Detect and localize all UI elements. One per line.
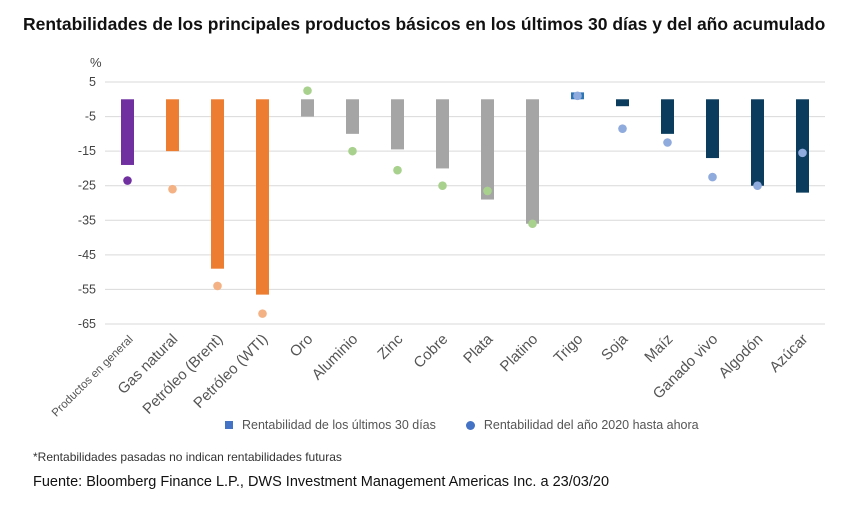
dot-ytd — [393, 165, 402, 175]
dot-ytd — [528, 219, 537, 229]
bar-30-days — [121, 99, 134, 165]
y-tick-label: -15 — [78, 144, 96, 158]
legend-item-30-days: Rentabilidad de los últimos 30 días — [225, 418, 436, 432]
legend-item-ytd: Rentabilidad del año 2020 hasta ahora — [465, 418, 699, 432]
bar-30-days — [796, 99, 809, 193]
x-category-label: Zinc — [374, 330, 406, 362]
bar-30-days — [346, 99, 359, 134]
chart-legend: Rentabilidad de los últimos 30 días Rent… — [225, 418, 729, 432]
bar-30-days — [391, 99, 404, 150]
x-category-label: Aluminio — [309, 331, 362, 384]
chart-title: Rentabilidades de los principales produc… — [23, 14, 826, 34]
y-tick-label: -65 — [78, 317, 96, 331]
bar-30-days — [166, 99, 179, 152]
x-category-label: Cobre — [410, 331, 451, 372]
x-category-label: Petróleo (Brent) — [139, 331, 226, 418]
dot-ytd — [213, 281, 222, 291]
y-axis-unit-label: % — [90, 55, 102, 70]
x-category-label: Platino — [497, 331, 541, 375]
legend-label-30-days: Rentabilidad de los últimos 30 días — [242, 418, 436, 432]
bar-30-days — [481, 99, 494, 200]
dot-ytd — [618, 124, 627, 133]
bar-30-days — [616, 99, 629, 107]
bar-30-days — [751, 99, 764, 186]
bar-30-days — [706, 99, 719, 159]
legend-swatch-dot — [465, 420, 475, 430]
dot-ytd — [258, 309, 267, 318]
x-category-label: Oro — [287, 331, 317, 361]
bar-30-days — [436, 99, 449, 169]
dot-ytd — [573, 91, 582, 101]
dot-ytd — [663, 138, 672, 147]
y-tick-label: -25 — [78, 179, 96, 193]
dot-ytd — [303, 86, 312, 95]
dot-ytd — [348, 146, 357, 156]
y-tick-label: 5 — [89, 75, 96, 89]
bar-30-days — [661, 99, 674, 134]
dot-ytd — [123, 176, 132, 185]
x-category-label: Soja — [598, 330, 632, 364]
dot-ytd — [798, 148, 807, 158]
y-tick-label: -55 — [78, 282, 96, 296]
x-category-label: Algodón — [715, 331, 766, 382]
x-category-label: Plata — [460, 330, 497, 367]
bar-30-days — [211, 99, 224, 269]
x-category-label: Trigo — [551, 331, 587, 367]
dot-ytd — [483, 186, 492, 196]
y-tick-label: -45 — [78, 248, 96, 262]
legend-label-ytd: Rentabilidad del año 2020 hasta ahora — [483, 418, 699, 432]
footnote: *Rentabilidades pasadas no indican renta… — [33, 450, 342, 464]
y-tick-label: -5 — [85, 110, 96, 124]
bar-30-days — [526, 99, 539, 224]
x-category-label: Maíz — [641, 331, 676, 366]
bar-30-days — [301, 99, 314, 117]
x-category-label: Azúcar — [766, 331, 811, 376]
dot-ytd — [168, 184, 177, 194]
dot-ytd — [753, 181, 762, 191]
y-tick-label: -35 — [78, 213, 96, 227]
dot-ytd — [438, 181, 447, 191]
source-note: Fuente: Bloomberg Finance L.P., DWS Inve… — [33, 474, 610, 490]
bar-30-days — [256, 99, 269, 295]
dot-ytd — [708, 172, 717, 182]
legend-swatch-square — [225, 421, 233, 429]
